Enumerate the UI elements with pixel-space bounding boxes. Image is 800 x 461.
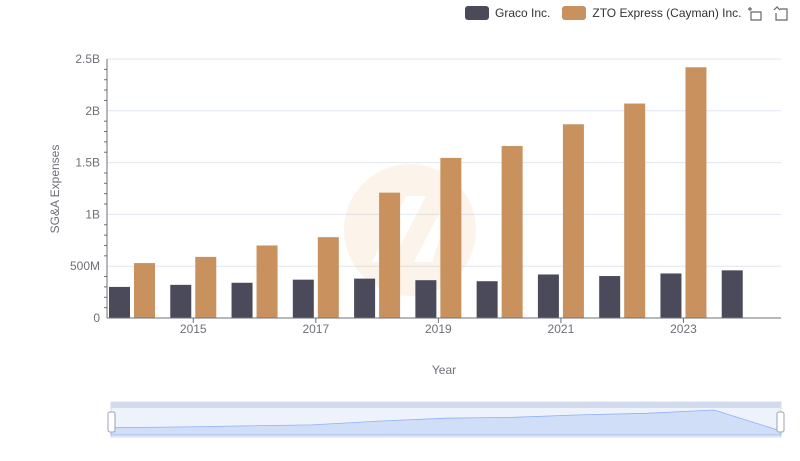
bar-zto [317, 237, 339, 318]
y-tick-label: 2B [85, 104, 100, 118]
zoom-reset-icon[interactable] [773, 6, 789, 22]
bar-zto [134, 263, 155, 318]
bar-zto [440, 157, 462, 318]
bar-graco [537, 274, 559, 318]
legend-item-graco[interactable]: Graco Inc. [465, 6, 550, 20]
bar-graco [660, 273, 682, 318]
slider-handle-right[interactable] [776, 411, 785, 433]
axes [104, 59, 781, 323]
legend: Graco Inc. ZTO Express (Cayman) Inc. [465, 4, 754, 22]
legend-swatch-zto [562, 6, 587, 20]
legend-label-zto: ZTO Express (Cayman) Inc. [592, 6, 742, 20]
y-axis-title: SG&A Expenses [48, 145, 62, 234]
y-tick-label: 2.5B [75, 52, 100, 66]
y-tick-label: 500M [70, 259, 100, 273]
bar-graco [721, 270, 743, 318]
legend-item-zto[interactable]: ZTO Express (Cayman) Inc. [562, 6, 742, 20]
legend-swatch-graco [465, 6, 489, 20]
x-tick-label: 2019 [425, 322, 452, 336]
bar-zto [501, 146, 523, 318]
x-tick-label: 2017 [302, 322, 329, 336]
bar-zto [685, 67, 707, 319]
x-tick-label: 2021 [548, 322, 575, 336]
x-tick-label: 2015 [180, 322, 207, 336]
bar-graco [109, 286, 130, 318]
bar-graco [415, 280, 437, 318]
bar-graco [170, 284, 192, 318]
x-axis-title: Year [432, 363, 456, 377]
slider-top-bar[interactable] [111, 402, 781, 408]
x-tick-label: 2023 [670, 322, 697, 336]
legend-label-graco: Graco Inc. [495, 6, 551, 20]
slider-preview-area [110, 409, 782, 436]
zoom-select-icon[interactable] [747, 6, 763, 22]
bar-graco [476, 281, 498, 318]
bar-zto [624, 103, 646, 318]
bars [109, 67, 743, 319]
y-tick-labels: 0 500M 1B 1.5B 2B 2.5B [70, 52, 100, 325]
y-tick-label: 0 [93, 311, 100, 325]
x-tick-labels: 2015 2017 2019 2021 2023 [180, 322, 697, 336]
y-tick-label: 1B [85, 207, 100, 221]
bar-graco [231, 282, 253, 318]
data-zoom-slider[interactable] [107, 401, 785, 438]
bar-zto [256, 245, 278, 318]
bar-zto [562, 124, 584, 318]
bar-graco [354, 278, 376, 318]
y-tick-label: 1.5B [75, 156, 100, 170]
bar-graco [292, 279, 314, 318]
bar-graco [599, 276, 621, 318]
slider-handle-left[interactable] [107, 411, 116, 433]
bar-zto [195, 256, 217, 318]
bar-zto [379, 192, 401, 318]
